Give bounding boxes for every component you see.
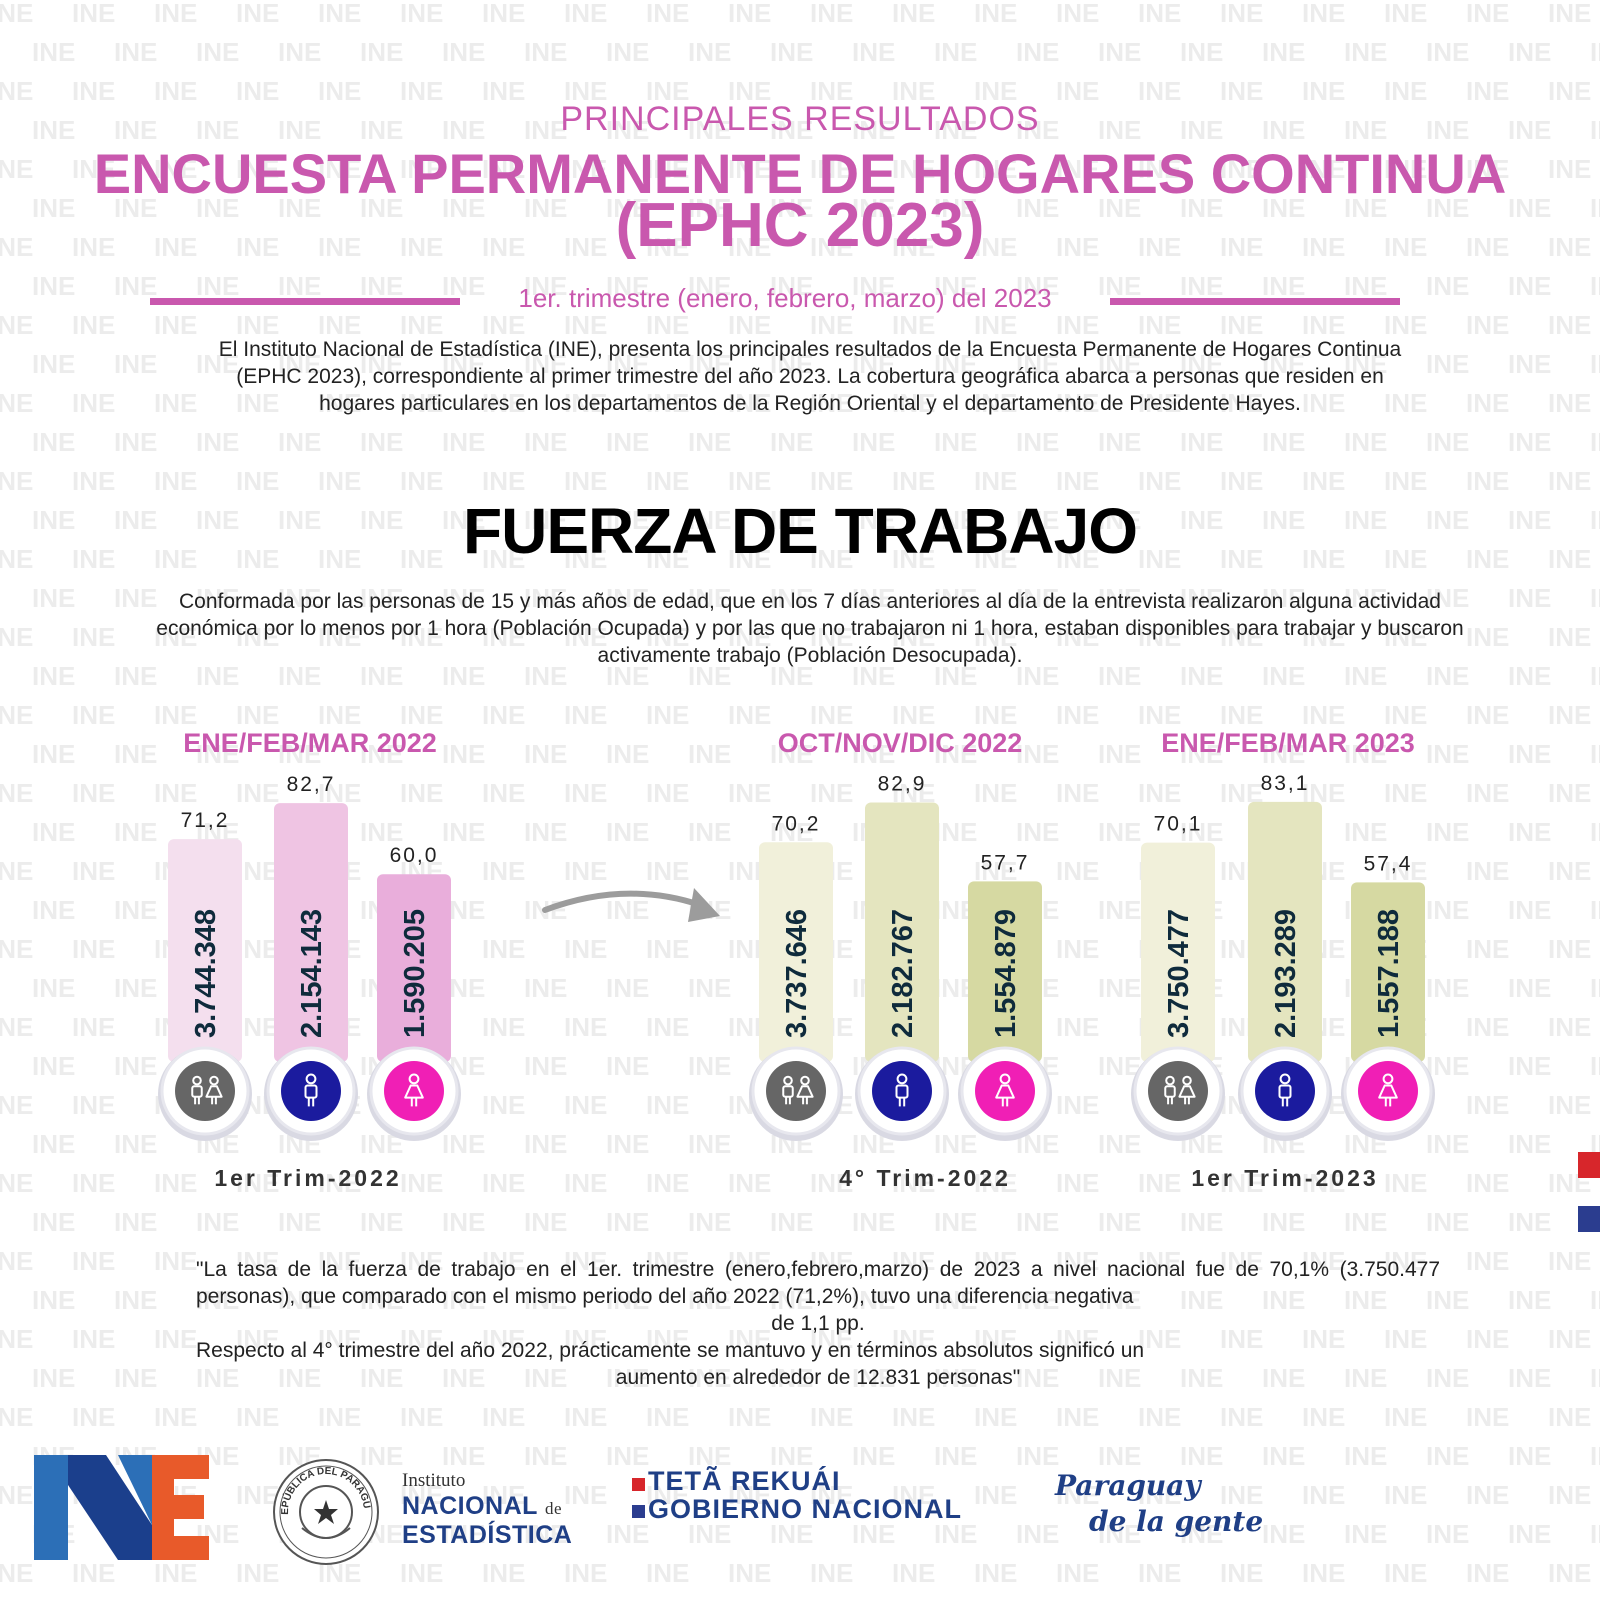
bar-male <box>1248 801 1322 1062</box>
value-label: 57,4 <box>1364 852 1413 875</box>
absolute-value-label: 2.182.767 <box>887 909 919 1038</box>
divider-right <box>1110 298 1400 305</box>
chart-panel-3: 70,1 3.750.477 83,1 2.193.289 57,4 1.557.188 <box>1131 772 1435 1141</box>
trend-arrow <box>542 888 720 922</box>
bar-male <box>865 802 939 1062</box>
institute-name-de: de <box>544 1499 562 1518</box>
bar-total <box>1141 842 1215 1062</box>
chart-panel-2: 70,2 3.737.646 82,9 2.182.767 57,7 1.554.879 <box>749 773 1052 1141</box>
value-label: 82,9 <box>878 773 927 796</box>
flag-red-square <box>1578 1152 1600 1178</box>
slogan: Paraguay de la gente <box>1055 1468 1263 1540</box>
bar-male <box>274 803 348 1062</box>
total-icon <box>1131 1046 1225 1141</box>
intro-paragraph: El Instituto Nacional de Estadística (IN… <box>218 338 1402 415</box>
total-icon <box>749 1046 843 1141</box>
page-title: ENCUESTA PERMANENTE DE HOGARES CONTINUA <box>93 142 1507 205</box>
absolute-value-label: 3.737.646 <box>781 909 813 1038</box>
male-icon <box>855 1046 949 1141</box>
female-icon <box>367 1046 461 1141</box>
panel-title-q4-2022: OCT/NOV/DIC 2022 <box>777 728 1023 758</box>
bar-total <box>168 839 242 1062</box>
panel-title-q1-2022: ENE/FEB/MAR 2022 <box>183 728 437 758</box>
bar-female <box>377 874 451 1062</box>
male-icon <box>264 1046 358 1141</box>
page-title-acronym: (EPHC 2023) <box>615 191 985 260</box>
quote-p1-end: de 1,1 pp. <box>771 1312 865 1335</box>
government-motto: TETÃ REKUÁI <box>648 1466 841 1496</box>
bar-female <box>1351 882 1425 1062</box>
quote-p2: Respecto al 4° trimestre del año 2022, p… <box>196 1339 1145 1362</box>
absolute-value-label: 1.554.879 <box>990 909 1022 1038</box>
summary-quote: "La tasa de la fuerza de trabajo en el 1… <box>196 1256 1440 1391</box>
slogan-line2: de la gente <box>1089 1505 1264 1538</box>
absolute-value-label: 1.590.205 <box>399 909 431 1038</box>
absolute-value-label: 2.154.143 <box>296 909 328 1038</box>
panel-title-q1-2023: ENE/FEB/MAR 2023 <box>1161 728 1415 758</box>
female-icon <box>1341 1046 1435 1141</box>
flag-blue-square <box>1578 1206 1600 1232</box>
panel-footer-q1-2022: 1er Trim-2022 <box>214 1165 402 1191</box>
value-label: 71,2 <box>181 809 230 832</box>
ine-logo <box>34 1455 209 1560</box>
quote-p1: "La tasa de la fuerza de trabajo en el 1… <box>196 1258 1440 1308</box>
panel-footer-q4-2022: 4° Trim-2022 <box>839 1165 1011 1191</box>
male-icon <box>1238 1046 1332 1141</box>
paraguay-seal: REPÚBLICA DEL PARAGUAY <box>272 1458 379 1565</box>
government-name: GOBIERNO NACIONAL <box>648 1494 962 1524</box>
definition-paragraph: Conformada por las personas de 15 y más … <box>156 590 1464 667</box>
female-icon <box>958 1046 1052 1141</box>
bar-female <box>968 881 1042 1062</box>
institute-name: NACIONAL de ESTADÍSTICA <box>402 1493 572 1549</box>
chart-panel-1: 71,2 3.744.348 82,7 2.154.143 60,0 1.590.205 <box>158 773 461 1141</box>
absolute-value-label: 3.744.348 <box>190 909 222 1038</box>
value-label: 60,0 <box>390 844 439 867</box>
subtitle: PRINCIPALES RESULTADOS <box>560 100 1040 138</box>
bar-total <box>759 842 833 1062</box>
period-label: 1er. trimestre (enero, febrero, marzo) d… <box>518 283 1052 313</box>
absolute-value-label: 2.193.289 <box>1270 909 1302 1038</box>
value-label: 82,7 <box>287 773 336 796</box>
divider-left <box>150 298 460 305</box>
value-label: 83,1 <box>1261 772 1310 795</box>
value-label: 70,2 <box>772 812 821 835</box>
value-label: 70,1 <box>1154 813 1203 836</box>
quote-p2-end: aumento en alrededor de 12.831 personas" <box>615 1366 1021 1389</box>
absolute-value-label: 1.557.188 <box>1373 909 1405 1038</box>
total-icon <box>158 1046 252 1141</box>
panel-footer-q1-2023: 1er Trim-2023 <box>1191 1165 1379 1191</box>
institute-name-line1: NACIONAL <box>402 1492 538 1520</box>
section-title: FUERZA DE TRABAJO <box>463 495 1138 567</box>
value-label: 57,7 <box>981 851 1030 874</box>
absolute-value-label: 3.750.477 <box>1163 909 1195 1038</box>
slogan-line1: Paraguay <box>1055 1469 1201 1502</box>
institute-small-label: Instituto <box>402 1470 466 1491</box>
institute-name-line2: ESTADÍSTICA <box>402 1521 573 1549</box>
